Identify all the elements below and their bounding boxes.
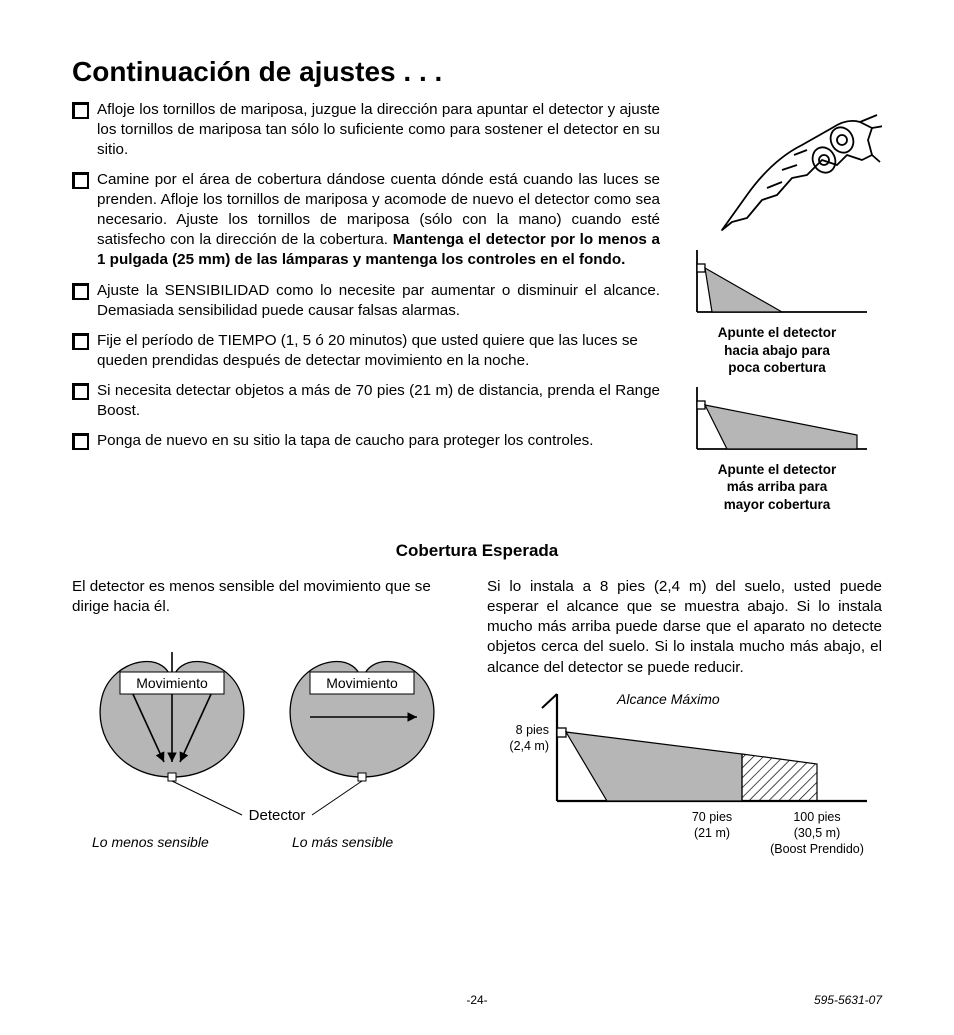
checklist-item: Ponga de nuevo en su sitio la tapa de ca… — [72, 431, 660, 451]
max-range-label: Alcance Máximo — [616, 691, 720, 707]
checklist-text: Ponga de nuevo en su sitio la tapa de ca… — [97, 431, 593, 451]
coverage-right-intro: Si lo instala a 8 pies (2,4 m) del suelo… — [487, 577, 882, 677]
coverage-narrow-diagram — [672, 250, 872, 320]
caption-line: Apunte el detector — [672, 461, 882, 479]
checkbox-icon — [72, 102, 89, 119]
d70-l2: (21 m) — [694, 826, 730, 840]
caption-line: mayor cobertura — [672, 496, 882, 514]
checklist-item: Ajuste la SENSIBILIDAD como lo necesite … — [72, 281, 660, 321]
movimiento-label: Movimiento — [136, 675, 208, 691]
coverage-left-intro: El detector es menos sensible del movimi… — [72, 577, 467, 617]
checklist-column: Afloje los tornillos de mariposa, juzgue… — [72, 100, 660, 461]
checkbox-icon — [72, 383, 89, 400]
d70-l1: 70 pies — [692, 810, 732, 824]
checklist-item: Camine por el área de cobertura dándose … — [72, 170, 660, 270]
coverage-heading: Cobertura Esperada — [72, 541, 882, 561]
checklist-text: Si necesita detectar objetos a más de 70… — [97, 381, 660, 421]
device-drawing-icon — [672, 100, 882, 250]
main-two-column: Afloje los tornillos de mariposa, juzgue… — [72, 100, 882, 513]
more-sensitive-label: Lo más sensible — [292, 834, 393, 850]
detector-label: Detector — [249, 807, 306, 824]
caption-line: hacia abajo para — [672, 342, 882, 360]
checkbox-icon — [72, 172, 89, 189]
page: Continuación de ajustes . . . Afloje los… — [0, 0, 954, 1035]
checklist-text: Camine por el área de cobertura dándose … — [97, 170, 660, 270]
page-footer: -24- 595-5631-07 — [72, 993, 882, 1007]
coverage-right: Si lo instala a 8 pies (2,4 m) del suelo… — [487, 577, 882, 885]
caption-wide: Apunte el detector más arriba para mayor… — [672, 461, 882, 514]
caption-line: Apunte el detector — [672, 324, 882, 342]
checklist-item: Afloje los tornillos de mariposa, juzgue… — [72, 100, 660, 160]
caption-narrow: Apunte el detector hacia abajo para poca… — [672, 324, 882, 377]
d100-l2: (30,5 m) — [794, 826, 841, 840]
range-diagram: Alcance Máximo 8 pies (2,4 m) 70 pies (2… — [487, 686, 882, 886]
checklist-text: Ajuste la SENSIBILIDAD como lo necesite … — [97, 281, 660, 321]
checklist-item: Si necesita detectar objetos a más de 70… — [72, 381, 660, 421]
page-number: -24- — [466, 993, 487, 1007]
boost-label: (Boost Prendido) — [770, 842, 864, 856]
checkbox-icon — [72, 283, 89, 300]
checklist-text: Afloje los tornillos de mariposa, juzgue… — [97, 100, 660, 160]
less-sensitive-label: Lo menos sensible — [92, 834, 209, 850]
page-title: Continuación de ajustes . . . — [72, 56, 882, 88]
checklist-item: Fije el período de TIEMPO (1, 5 ó 20 min… — [72, 331, 660, 371]
checkbox-icon — [72, 333, 89, 350]
movimiento-label: Movimiento — [326, 675, 398, 691]
sensitivity-diagram: Movimiento Movimiento Detector Lo menos … — [72, 617, 467, 857]
checklist-text: Fije el período de TIEMPO (1, 5 ó 20 min… — [97, 331, 660, 371]
diagram-column: Apunte el detector hacia abajo para poca… — [672, 100, 882, 513]
caption-line: poca cobertura — [672, 359, 882, 377]
caption-line: más arriba para — [672, 478, 882, 496]
d100-l1: 100 pies — [793, 810, 840, 824]
height-label-l2: (2,4 m) — [509, 739, 549, 753]
height-label-l1: 8 pies — [516, 723, 549, 737]
document-number: 595-5631-07 — [814, 993, 882, 1007]
checkbox-icon — [72, 433, 89, 450]
coverage-wide-diagram — [672, 387, 872, 457]
coverage-row: El detector es menos sensible del movimi… — [72, 577, 882, 885]
coverage-left: El detector es menos sensible del movimi… — [72, 577, 467, 885]
